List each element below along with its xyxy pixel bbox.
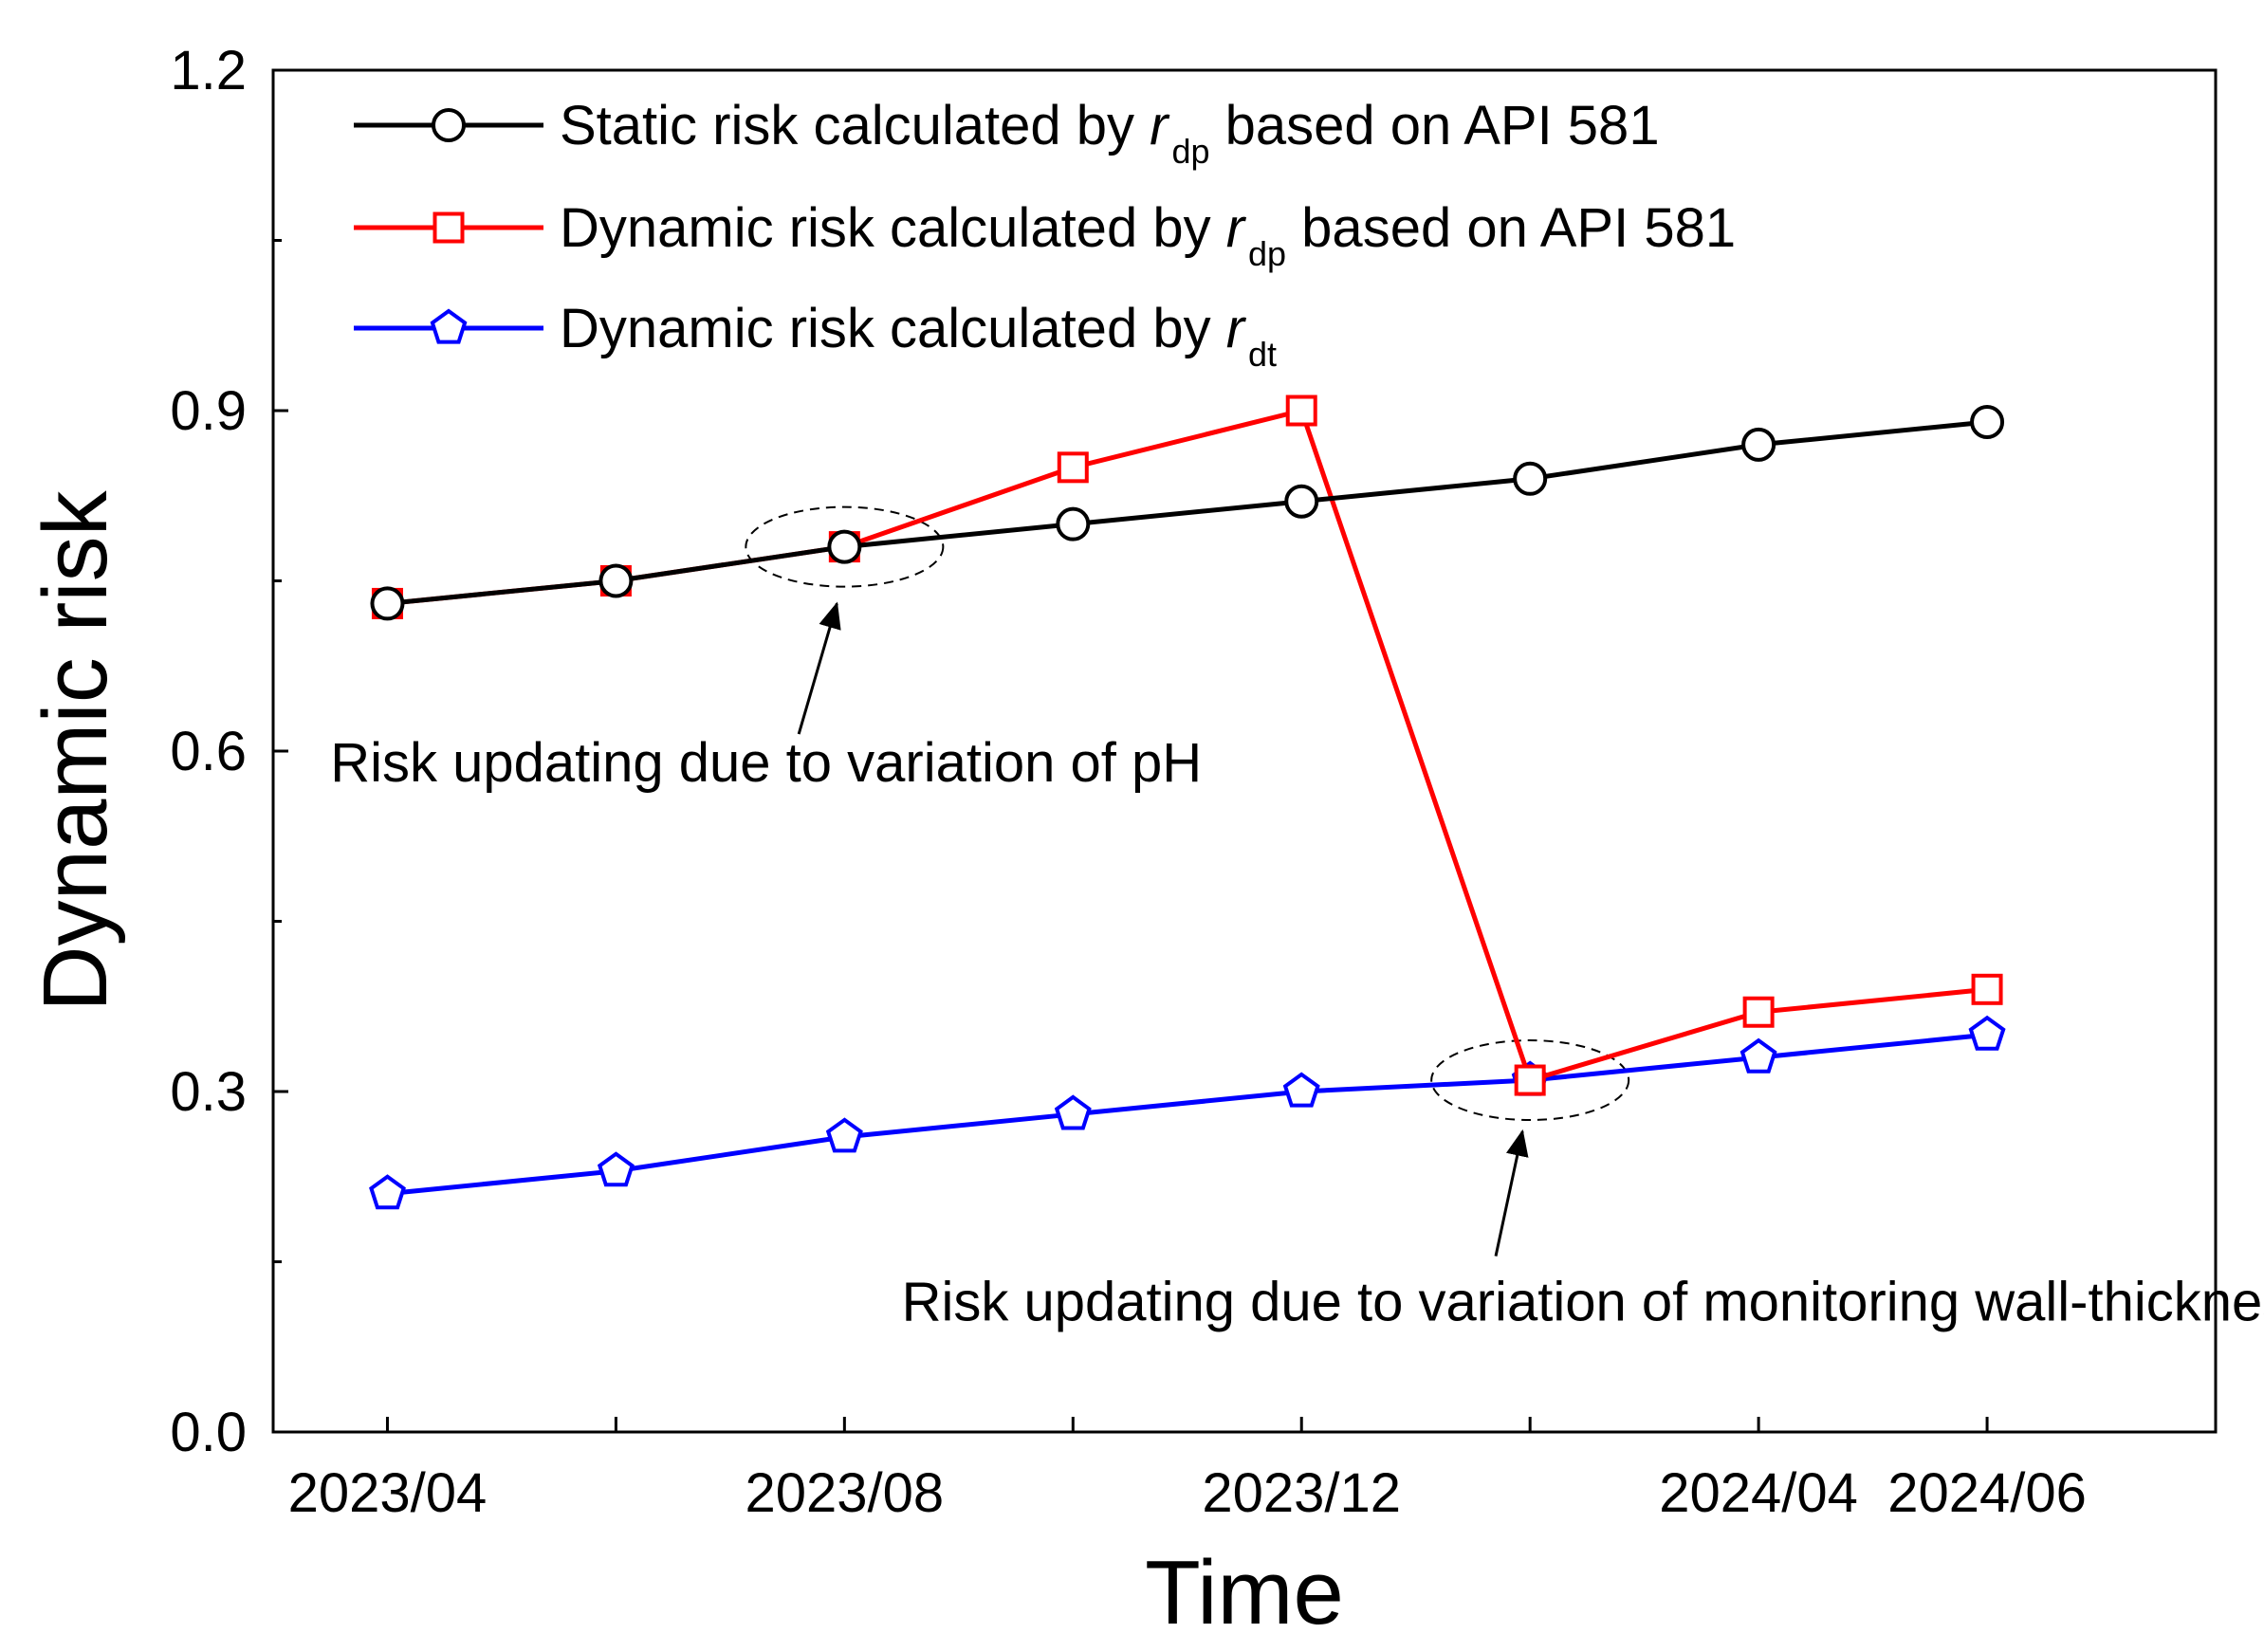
- plot-frame: [271, 68, 2218, 1434]
- data-point: [598, 563, 634, 598]
- annotation-arrow: [797, 601, 841, 735]
- legend-label: Dynamic risk calculated by r dt: [560, 298, 1277, 374]
- data-point: [432, 108, 466, 142]
- series-1: [370, 404, 2005, 621]
- data-point: [1739, 1037, 1777, 1074]
- y-axis-title: Dynamic risk: [25, 489, 126, 1011]
- legend-label: Dynamic risk calculated by r dp based on …: [560, 197, 1736, 273]
- data-point: [1056, 506, 1091, 541]
- y-tick-label: 0.6: [170, 721, 247, 782]
- series-layer: [369, 395, 2006, 1210]
- data-point: [1057, 451, 1089, 484]
- data-point: [597, 1151, 635, 1187]
- x-tick-label: 2024/06: [1887, 1462, 2087, 1524]
- y-tick-label: 0.0: [170, 1402, 247, 1463]
- highlight-ellipse: [1430, 1039, 1630, 1122]
- series-3: [369, 1015, 2006, 1210]
- data-point: [1968, 1015, 2006, 1051]
- annotation-1: Risk updating due to variation of pH: [330, 505, 1202, 794]
- data-point: [1742, 996, 1775, 1028]
- data-point: [433, 211, 465, 244]
- data-point: [370, 586, 405, 621]
- annotation-label: Risk updating due to variation of pH: [330, 732, 1202, 794]
- x-tick-label: 2023/08: [745, 1462, 945, 1524]
- annotation-arrow: [1494, 1129, 1529, 1257]
- y-tick-label: 1.2: [170, 40, 247, 101]
- series-line: [387, 1032, 1988, 1197]
- data-point: [430, 308, 468, 344]
- legend-item-1: Static risk calculated by r dp based on A…: [354, 95, 1660, 171]
- data-point: [1971, 973, 2003, 1005]
- data-point: [1514, 1064, 1546, 1096]
- legend: Static risk calculated by r dp based on A…: [354, 95, 1736, 374]
- data-point: [1284, 484, 1319, 519]
- data-point: [1054, 1094, 1092, 1130]
- data-point: [1741, 427, 1776, 462]
- highlight-ellipse: [745, 505, 945, 588]
- x-axis-title: Time: [1145, 1542, 1344, 1643]
- data-point: [1282, 1072, 1320, 1108]
- legend-item-3: Dynamic risk calculated by r dt: [354, 298, 1277, 374]
- data-point: [1285, 395, 1317, 427]
- y-tick-label: 0.3: [170, 1061, 247, 1123]
- data-point: [1970, 404, 2005, 439]
- data-point: [827, 529, 862, 564]
- y-tick-label: 0.9: [170, 380, 247, 442]
- annotation-2: Risk updating due to variation of monito…: [902, 1039, 2264, 1332]
- data-point: [1513, 461, 1548, 496]
- annotation-layer: Risk updating due to variation of pH Risk…: [330, 505, 2264, 1332]
- tick-layer: 0.0 0.3 0.6 0.9 1.2 2023/04 2023/08 2023/12 2024…: [170, 40, 2087, 1524]
- series-line: [387, 419, 1988, 606]
- annotation-label: Risk updating due to variation of monito…: [902, 1271, 2264, 1332]
- data-point: [369, 1174, 406, 1210]
- x-tick-label: 2024/04: [1659, 1462, 1858, 1524]
- x-tick-label: 2023/04: [288, 1462, 488, 1524]
- legend-label: Static risk calculated by r dp based on A…: [560, 95, 1660, 171]
- legend-item-2: Dynamic risk calculated by r dp based on …: [354, 197, 1736, 273]
- x-tick-label: 2023/12: [1202, 1462, 1401, 1524]
- data-point: [825, 1117, 863, 1153]
